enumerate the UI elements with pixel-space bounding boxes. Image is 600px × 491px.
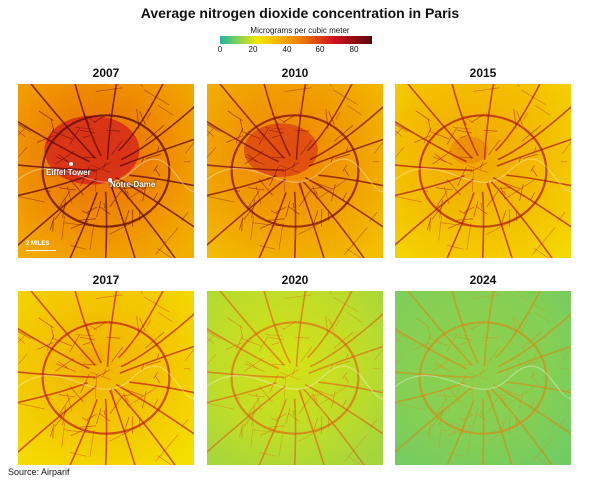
pollution-map: [207, 84, 383, 258]
panel-year: 2015: [469, 66, 497, 80]
pollution-map: [18, 84, 194, 258]
panel-year: 2010: [281, 66, 309, 80]
notre-dame-label: Notre-Dame: [110, 180, 156, 189]
legend-tick-20: 20: [248, 45, 258, 54]
panel-2010: 2010: [207, 66, 383, 258]
panel-2020: 2020: [207, 273, 383, 465]
panel-2024: 2024: [395, 273, 571, 465]
panel-year: 2020: [281, 273, 309, 287]
eiffel-tower-marker: [69, 162, 73, 166]
scale-bar-label: 2 MILES: [26, 241, 50, 247]
legend-tick-40: 40: [282, 45, 292, 54]
source-note: Source: Airparif: [8, 467, 70, 477]
panel-year: 2024: [469, 273, 497, 287]
legend-color-bar: [220, 36, 372, 44]
scale-bar: [26, 250, 56, 251]
pollution-map: [207, 291, 383, 465]
legend-tick-0: 0: [217, 45, 223, 54]
panel-year: 2007: [92, 66, 120, 80]
page-title: Average nitrogen dioxide concentration i…: [140, 5, 460, 21]
panel-2017: 2017: [18, 273, 194, 465]
legend-tick-60: 60: [315, 45, 325, 54]
pollution-map: [18, 291, 194, 465]
pollution-map: [395, 84, 571, 258]
panel-2007: 2007 Eiffel Tower Notre-Dame 2 MILES: [18, 66, 194, 258]
panel-year: 2017: [92, 273, 120, 287]
legend-tick-80: 80: [349, 45, 359, 54]
pollution-map: [395, 291, 571, 465]
panel-2015: 2015: [395, 66, 571, 258]
notre-dame-marker: [108, 178, 112, 182]
legend-label: Micrograms per cubic meter: [250, 26, 350, 35]
eiffel-tower-label: Eiffel Tower: [46, 168, 91, 177]
